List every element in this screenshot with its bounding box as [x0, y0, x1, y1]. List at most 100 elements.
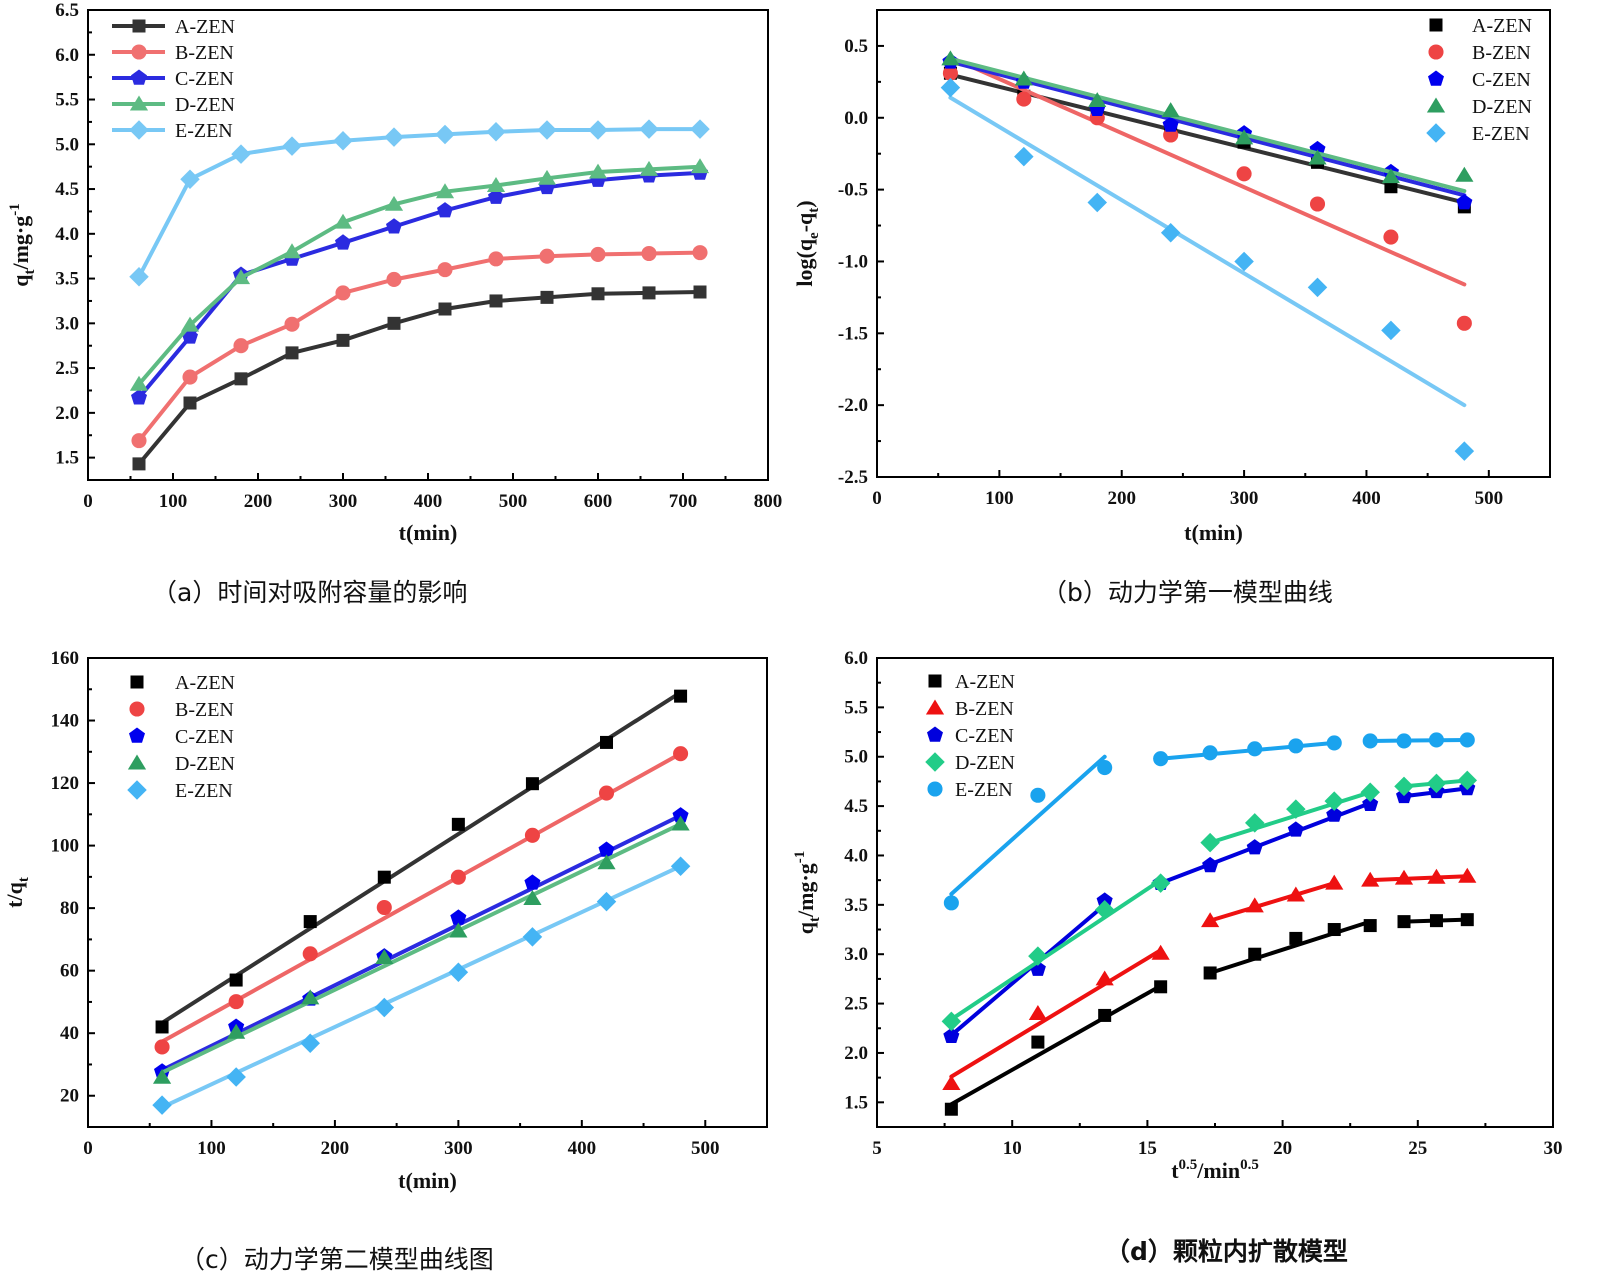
y-tick-label: -2.5 [838, 467, 868, 488]
data-point [1394, 776, 1414, 797]
data-point [537, 169, 557, 185]
legend-marker [1426, 97, 1446, 113]
data-point [690, 158, 710, 174]
data-point [386, 271, 402, 288]
x-tick-label: 25 [1408, 1138, 1427, 1159]
data-point [1030, 787, 1046, 803]
legend-label: E-ZEN [1472, 123, 1530, 145]
data-point [228, 994, 244, 1010]
data-point [1162, 116, 1179, 132]
data-point [1362, 795, 1379, 811]
data-point [941, 50, 960, 66]
data-point [692, 245, 708, 261]
data-point [300, 1033, 320, 1053]
data-point [1396, 733, 1412, 749]
series-a-zen [155, 689, 688, 1034]
series-e-zen [943, 732, 1475, 911]
x-tick-label: 20 [1273, 1138, 1292, 1159]
data-point [1161, 102, 1180, 118]
data-point [1151, 944, 1170, 960]
series-b-zen [131, 245, 708, 449]
series-a-zen [132, 285, 707, 471]
legend-label: D-ZEN [1472, 96, 1532, 118]
legend-label: A-ZEN [1472, 15, 1532, 37]
data-point [435, 124, 455, 145]
y-tick-label: 3.0 [55, 313, 79, 334]
chart-panel-d: 5 10 15 20 25 30 1.5 2.0 2.5 3.0 3.5 4.0 4.5 5.0 5.5 6.… [792, 648, 1563, 1183]
data-point [1327, 923, 1341, 937]
data-point [486, 122, 506, 142]
data-point [152, 1068, 172, 1084]
fit-line [949, 948, 1163, 1079]
y-tick-label: 120 [51, 773, 80, 794]
data-point [539, 248, 555, 264]
legend-marker [132, 19, 146, 33]
y-tick-label: 4.5 [55, 179, 79, 200]
series-b-zen [942, 55, 1472, 331]
data-point [537, 120, 557, 140]
y-tick-label: 4.0 [55, 224, 79, 245]
data-point [132, 457, 146, 471]
data-point [1286, 886, 1305, 902]
fit-line [1208, 790, 1373, 845]
data-point [437, 202, 453, 218]
y-tick-label: 2.0 [55, 403, 79, 424]
data-point [1094, 900, 1115, 920]
data-point [524, 874, 541, 890]
y-tick-label: 4.5 [844, 796, 868, 817]
legend-marker [928, 674, 942, 688]
legend-marker [1429, 18, 1443, 32]
data-point [1427, 868, 1446, 884]
data-point [1096, 892, 1113, 908]
x-tick-label: 700 [669, 491, 698, 512]
data-point [1200, 832, 1220, 853]
y-tick-label: 3.5 [844, 895, 868, 916]
x-tick-label: 400 [568, 1138, 597, 1159]
x-tick-label: 200 [321, 1138, 350, 1159]
data-point [940, 77, 961, 98]
data-point [1360, 782, 1380, 803]
data-point [387, 316, 401, 330]
y-tick-label: 5.0 [55, 134, 79, 155]
data-point [386, 218, 402, 234]
x-axis-label: t(min) [398, 1168, 457, 1193]
data-point [1429, 914, 1443, 928]
series-c-zen [131, 164, 708, 405]
fit-line [1158, 740, 1337, 761]
data-point [1154, 980, 1168, 994]
data-point [943, 895, 959, 911]
data-point [690, 119, 710, 139]
series-a-zen [944, 913, 1474, 1116]
data-point [129, 375, 149, 391]
x-tick-label: 100 [197, 1138, 226, 1159]
legend-marker [131, 69, 147, 85]
legend-marker [927, 781, 943, 797]
data-point [943, 1027, 960, 1043]
legend-label: E-ZEN [175, 780, 233, 802]
data-point [525, 777, 539, 791]
data-point [1397, 915, 1411, 929]
fit-line [949, 754, 1107, 896]
y-tick-label: 6.0 [55, 45, 79, 66]
data-point [1246, 839, 1263, 855]
data-point [1428, 732, 1444, 748]
data-point [639, 119, 659, 139]
data-point [231, 269, 251, 285]
x-tick-label: 300 [1230, 488, 1259, 509]
data-point [1426, 773, 1447, 794]
legend-label: B-ZEN [175, 699, 234, 721]
data-point [1234, 129, 1254, 145]
data-point [1307, 277, 1328, 298]
fit-line [1208, 881, 1337, 923]
data-point [226, 1067, 246, 1087]
legend-label: B-ZEN [955, 698, 1014, 720]
data-point [1028, 946, 1048, 966]
fit-line [948, 59, 1467, 198]
legend-marker [927, 726, 943, 742]
legend-label: C-ZEN [1472, 69, 1531, 91]
data-point [674, 689, 688, 703]
fit-line [160, 822, 683, 1075]
x-tick-label: 0 [83, 491, 93, 512]
series-line [137, 170, 701, 399]
